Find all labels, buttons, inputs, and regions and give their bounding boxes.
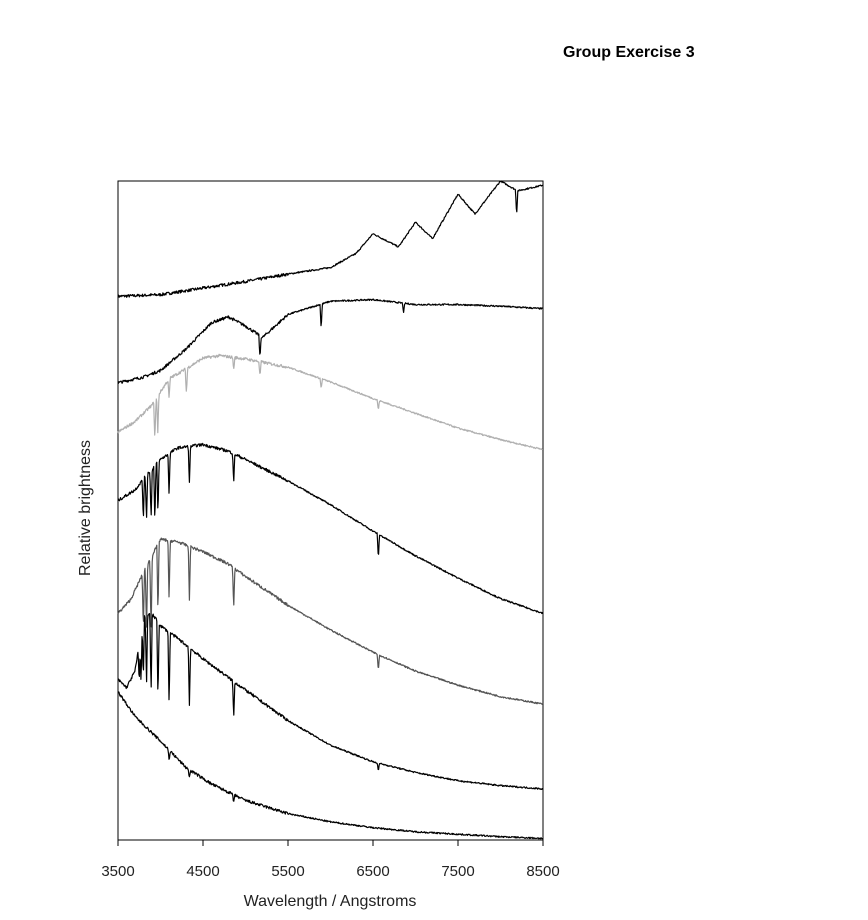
x-tick-label: 4500: [186, 863, 219, 880]
y-axis-title: Relative brightness: [77, 440, 94, 576]
spectrum-line-2: [117, 298, 543, 385]
spectrum-line-5: [117, 537, 544, 706]
x-tick-label: 5500: [271, 863, 304, 880]
x-axis-title: Wavelength / Angstroms: [244, 893, 417, 910]
x-axis-ticks: 3500 4500 5500 6500 7500 8500: [101, 840, 560, 880]
x-tick-label: 3500: [101, 863, 134, 880]
series-layer: [117, 180, 544, 840]
spectrum-line-6: [117, 612, 543, 791]
spectrum-line-4: [117, 442, 544, 615]
x-tick-label: 7500: [441, 863, 474, 880]
plot-frame: [117, 180, 544, 841]
spectrum-line-1: [117, 180, 543, 298]
x-tick-label: 8500: [526, 863, 559, 880]
page-title: Group Exercise 3: [563, 44, 695, 61]
spectrum-line-3: [117, 353, 544, 451]
x-tick-label: 6500: [356, 863, 389, 880]
spectrum-line-7: [117, 691, 543, 840]
